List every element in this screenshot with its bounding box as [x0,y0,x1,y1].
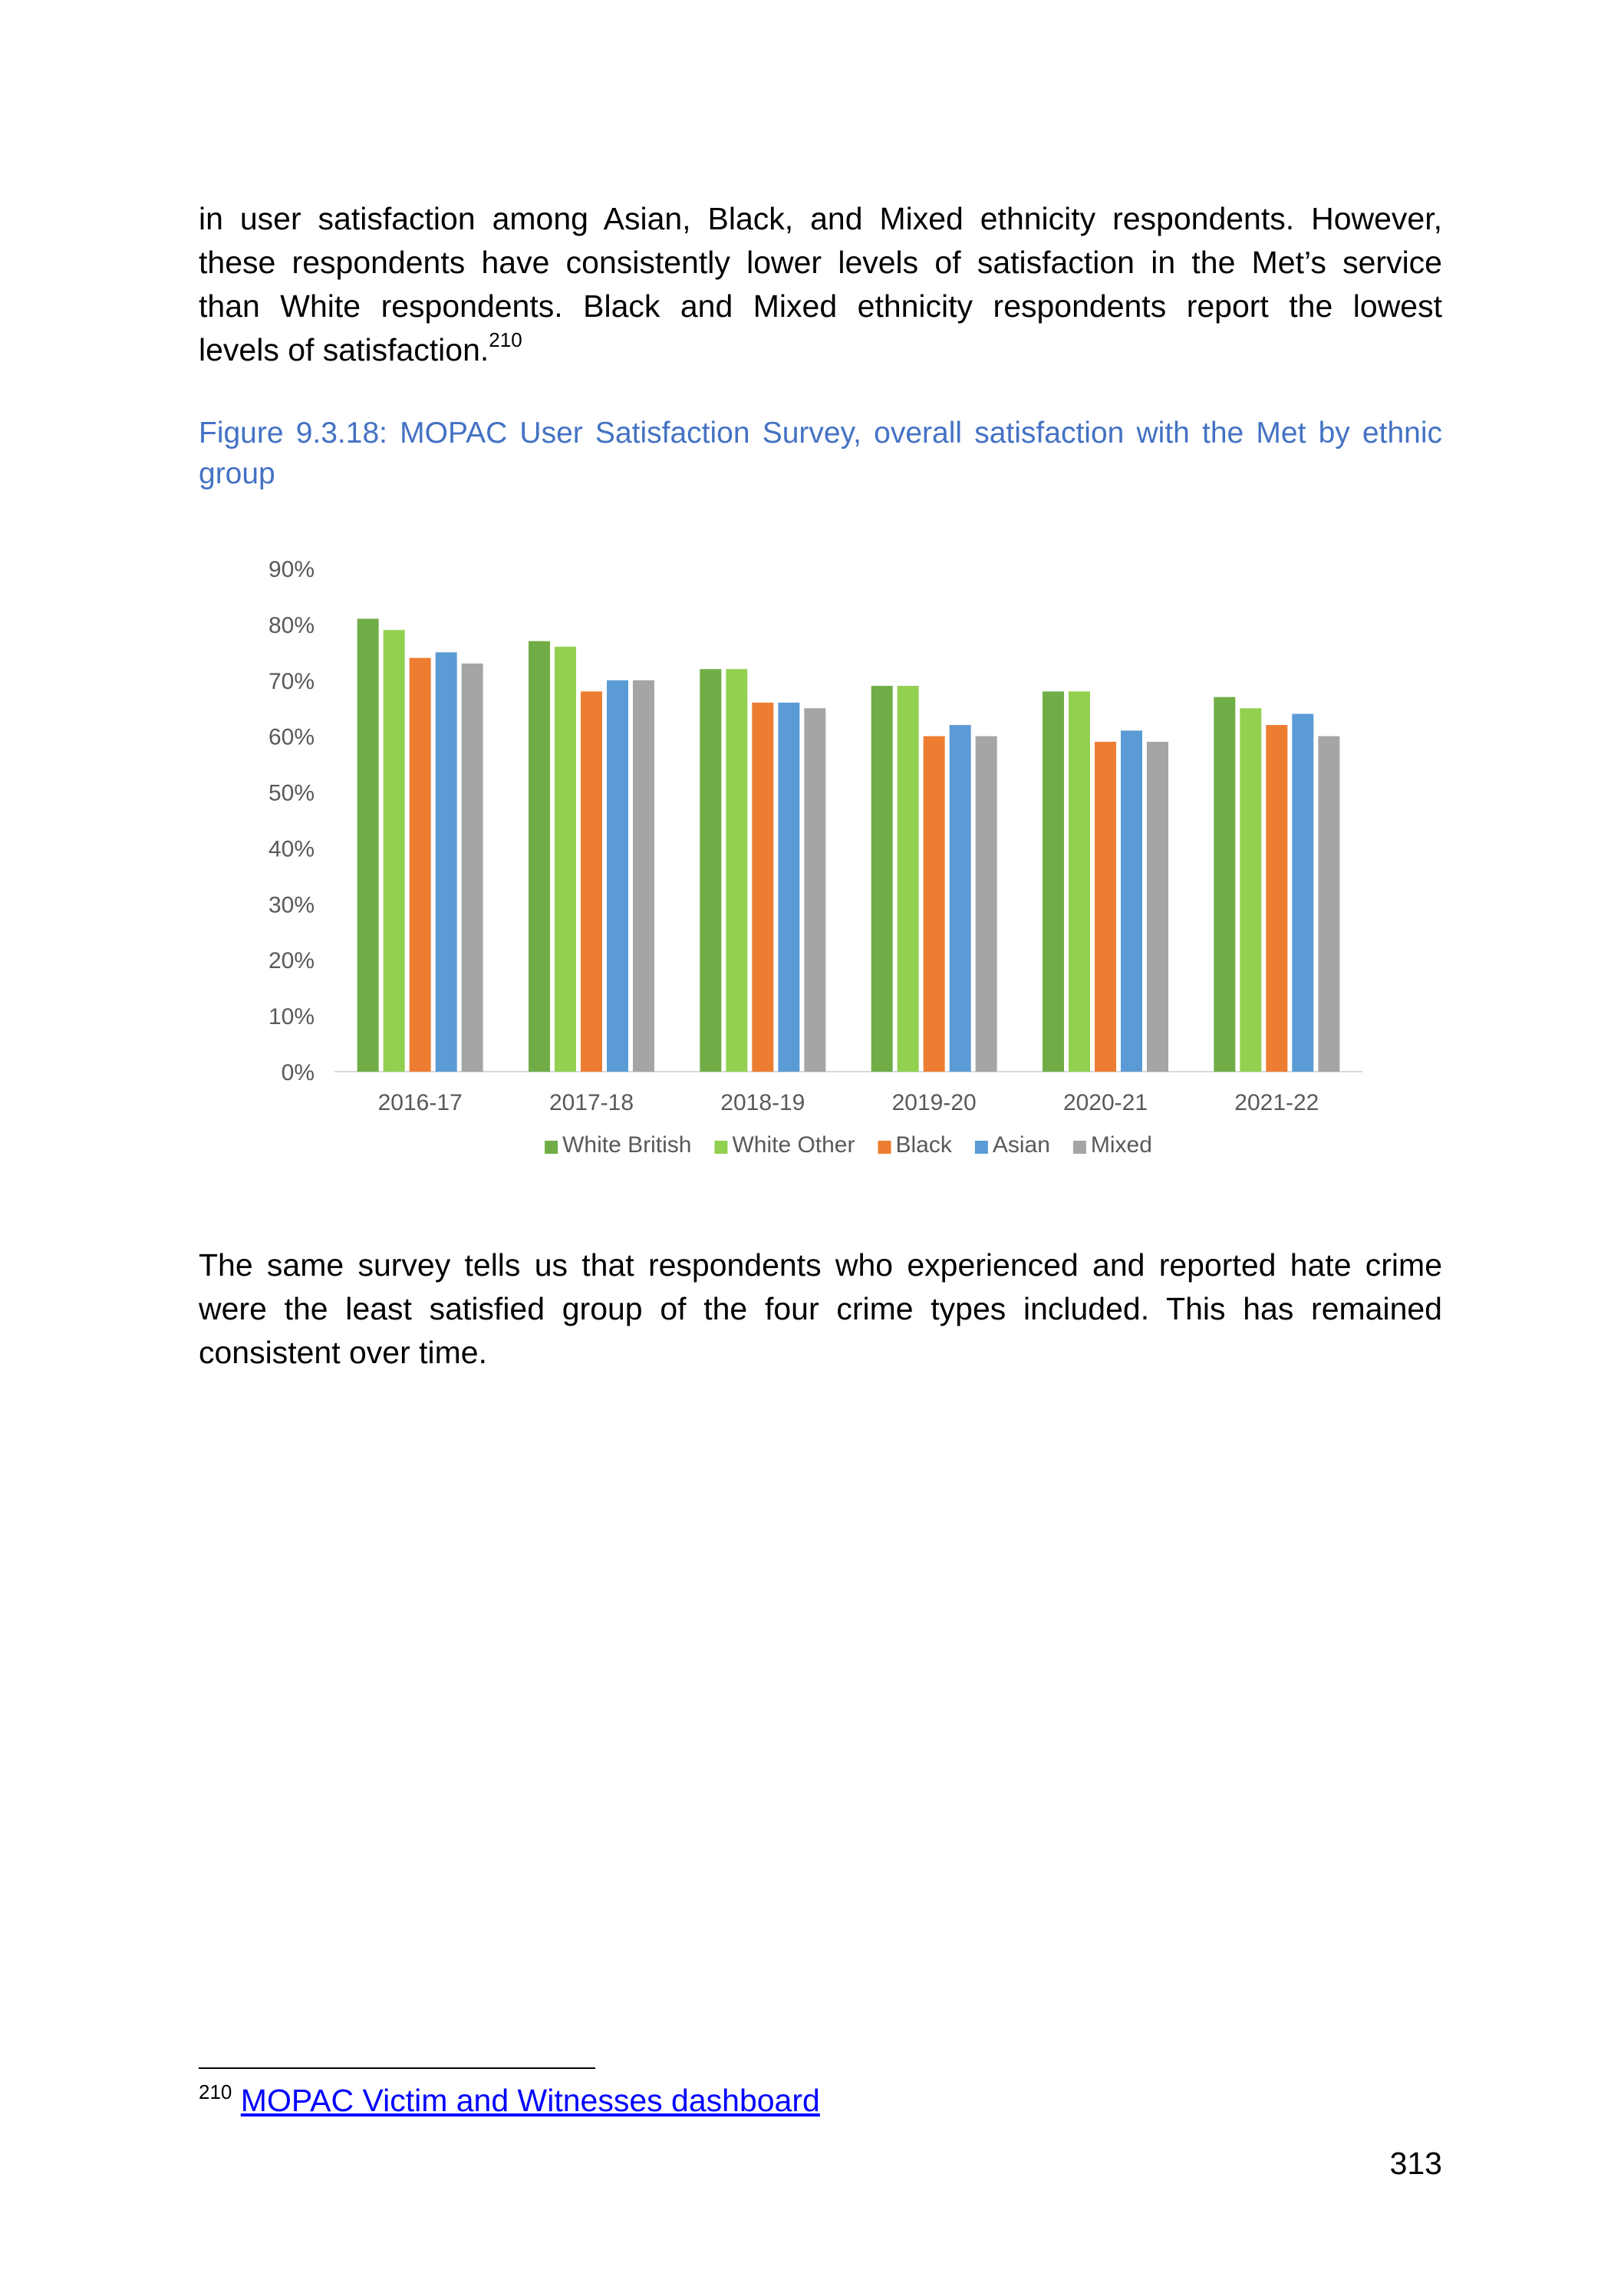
text-line: The same survey tells us that respondent… [199,1247,1442,1283]
x-tick-label: 2019-20 [892,1090,977,1115]
intro-paragraph: in user satisfaction among Asian, Black,… [199,197,1442,372]
bar [1214,697,1236,1072]
bar [1292,713,1314,1072]
x-tick-label: 2020-21 [1063,1090,1148,1115]
bar [607,680,628,1072]
bar [357,618,379,1072]
bar [409,657,431,1072]
y-tick-label: 40% [268,836,315,861]
footnote: 210 MOPAC Victim and Witnesses dashboard [199,2081,820,2120]
bar [435,652,457,1072]
bar [581,691,602,1072]
y-tick-label: 90% [268,557,315,582]
footnote-divider [199,2067,595,2069]
legend-label: Mixed [1091,1132,1152,1158]
bar [897,686,919,1072]
bar [778,702,800,1072]
text-line-content: levels of satisfaction. [199,332,489,367]
bar [1240,708,1262,1072]
bar [804,708,826,1072]
y-tick-label: 30% [268,892,315,917]
y-tick-label: 80% [268,613,315,638]
y-tick-label: 50% [268,781,315,806]
caption-line: Figure 9.3.18: MOPAC User Satisfaction S… [199,417,1442,450]
legend-label: White Other [732,1132,855,1158]
bar [1147,741,1168,1072]
bar [633,680,654,1072]
legend-swatch [714,1141,728,1154]
bar [1069,691,1090,1072]
legend-swatch [545,1141,558,1154]
legend-swatch [878,1141,891,1154]
bar [700,669,722,1072]
y-tick-label: 10% [268,1004,315,1029]
bar [1318,736,1340,1072]
footnote-reference: 210 [489,328,522,351]
bar [871,686,893,1072]
text-line: levels of satisfaction.210 [199,328,1442,372]
text-line: in user satisfaction among Asian, Black,… [199,201,1442,236]
x-tick-label: 2017-18 [549,1090,634,1115]
bar [461,663,483,1072]
text-line: consistent over time. [199,1335,487,1370]
legend-swatch [974,1141,988,1154]
bar [1095,741,1116,1072]
figure-caption: Figure 9.3.18: MOPAC User Satisfaction S… [199,413,1442,494]
bar-chart: 0% 10% 20% 30% 40% 50% 60% 70% 80% 90% 2016-17 2017… [268,557,1362,1158]
bar [529,641,550,1072]
legend-swatch [1072,1141,1086,1154]
text-line: these respondents have consistently lowe… [199,245,1442,280]
y-tick-label: 20% [268,948,315,973]
x-tick-label: 2016-17 [378,1090,463,1115]
bar [555,647,576,1072]
bar [752,702,774,1072]
page-number: 313 [1389,2146,1442,2181]
bar [949,725,971,1072]
footnote-link[interactable]: MOPAC Victim and Witnesses dashboard [240,2083,820,2118]
bar [975,736,997,1072]
y-tick-label: 60% [268,725,315,750]
x-tick-label: 2018-19 [720,1090,805,1115]
text-line: were the least satisfied group of the fo… [199,1291,1442,1326]
caption-line: group [199,457,275,490]
y-tick-label: 0% [282,1060,315,1085]
bar [923,736,945,1072]
legend-label: Asian [993,1132,1050,1158]
body-paragraph: The same survey tells us that respondent… [199,1244,1442,1375]
legend-label: Black [896,1132,953,1158]
bar [726,669,748,1072]
x-tick-label: 2021-22 [1234,1090,1319,1115]
text-line: than White respondents. Black and Mixed … [199,288,1442,324]
bar [1121,730,1142,1072]
bar [383,630,405,1072]
y-tick-label: 70% [268,669,315,694]
footnote-number: 210 [199,2080,232,2103]
legend-label: White British [562,1132,691,1158]
bar [1043,691,1064,1072]
bar [1266,725,1288,1072]
